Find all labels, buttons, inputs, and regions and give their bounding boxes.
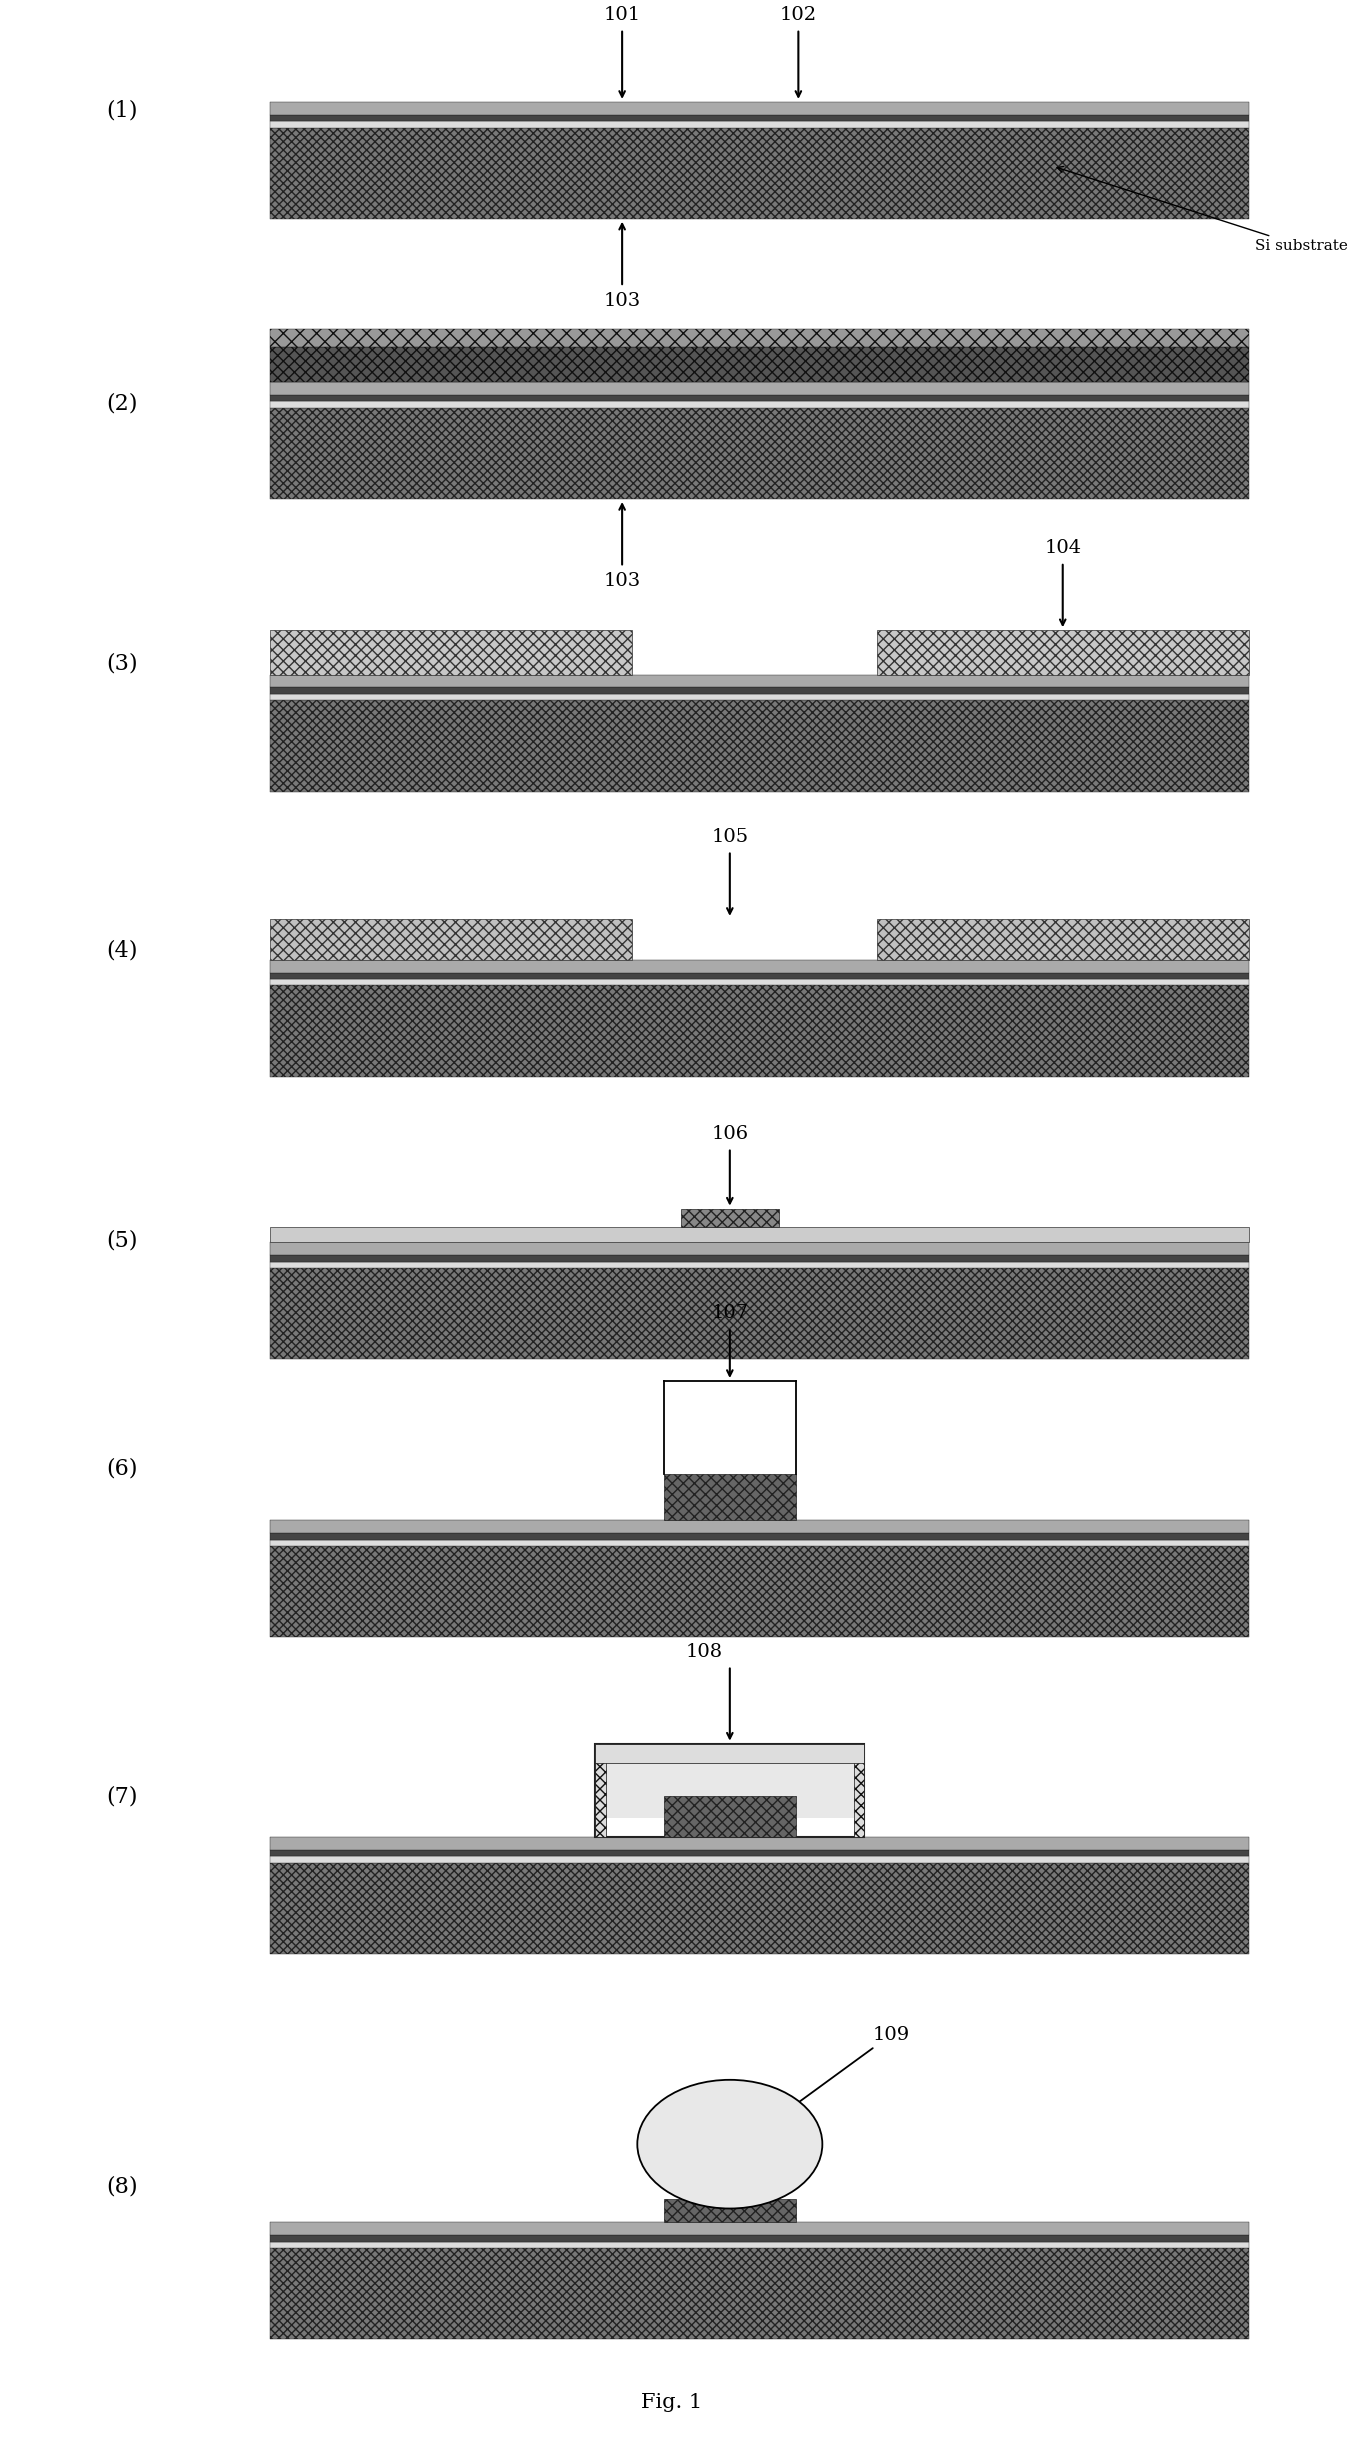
Bar xyxy=(877,919,1249,960)
Text: 109: 109 xyxy=(789,2025,910,2108)
Ellipse shape xyxy=(637,2079,822,2208)
Bar xyxy=(269,330,1249,347)
Bar xyxy=(269,1520,1249,1534)
Bar xyxy=(269,701,1249,792)
Text: (3): (3) xyxy=(107,652,138,674)
Bar xyxy=(269,1864,1249,1954)
Bar xyxy=(663,1473,796,1520)
Text: (6): (6) xyxy=(107,1458,138,1480)
Bar xyxy=(595,1744,606,1837)
Bar xyxy=(269,1256,1249,1261)
Bar xyxy=(269,630,632,674)
Bar xyxy=(269,408,1249,498)
Bar xyxy=(854,1744,865,1837)
Bar xyxy=(269,686,1249,694)
Bar xyxy=(606,1764,854,1818)
Text: (4): (4) xyxy=(107,938,138,960)
Text: 102: 102 xyxy=(780,5,817,24)
Text: 103: 103 xyxy=(603,572,640,591)
Text: 104: 104 xyxy=(1044,540,1081,557)
Text: (5): (5) xyxy=(107,1229,138,1251)
Bar xyxy=(269,396,1249,401)
Text: Si substrate: Si substrate xyxy=(1057,166,1349,254)
Bar xyxy=(269,2235,1249,2243)
Bar xyxy=(269,103,1249,115)
Bar xyxy=(595,1744,865,1764)
Bar xyxy=(269,1539,1249,1546)
Text: 103: 103 xyxy=(603,291,640,310)
Bar xyxy=(269,401,1249,408)
Bar xyxy=(269,2223,1249,2235)
Text: 108: 108 xyxy=(685,1642,724,1661)
Bar xyxy=(595,1744,865,1837)
Bar xyxy=(663,2199,796,2223)
Bar xyxy=(877,630,1249,674)
Bar xyxy=(269,347,1249,381)
Bar xyxy=(269,2243,1249,2248)
Bar xyxy=(663,1796,796,1837)
Bar xyxy=(269,694,1249,701)
Bar xyxy=(269,1546,1249,1637)
Bar xyxy=(269,127,1249,220)
Bar xyxy=(269,1226,1249,1243)
Bar xyxy=(269,674,1249,686)
Bar xyxy=(681,1209,778,1226)
Bar xyxy=(269,115,1249,122)
Text: 105: 105 xyxy=(711,828,748,845)
Bar xyxy=(269,1534,1249,1539)
Bar xyxy=(269,960,1249,972)
Bar xyxy=(269,972,1249,980)
Bar xyxy=(269,980,1249,985)
Text: 106: 106 xyxy=(711,1124,748,1143)
Text: 101: 101 xyxy=(603,5,640,24)
Bar xyxy=(269,1243,1249,1256)
Text: Fig. 1: Fig. 1 xyxy=(642,2394,703,2411)
Bar xyxy=(269,1857,1249,1864)
Text: (8): (8) xyxy=(107,2174,138,2196)
Bar xyxy=(269,381,1249,396)
Bar xyxy=(269,1837,1249,1849)
Bar xyxy=(269,122,1249,127)
Text: (7): (7) xyxy=(107,1786,138,1808)
Text: (1): (1) xyxy=(107,100,138,122)
Text: 107: 107 xyxy=(711,1305,748,1322)
Bar xyxy=(269,1268,1249,1358)
Bar xyxy=(269,1849,1249,1857)
Bar xyxy=(269,919,632,960)
Text: (2): (2) xyxy=(107,393,138,415)
Bar xyxy=(269,2248,1249,2340)
Bar xyxy=(269,985,1249,1077)
Bar xyxy=(269,1261,1249,1268)
